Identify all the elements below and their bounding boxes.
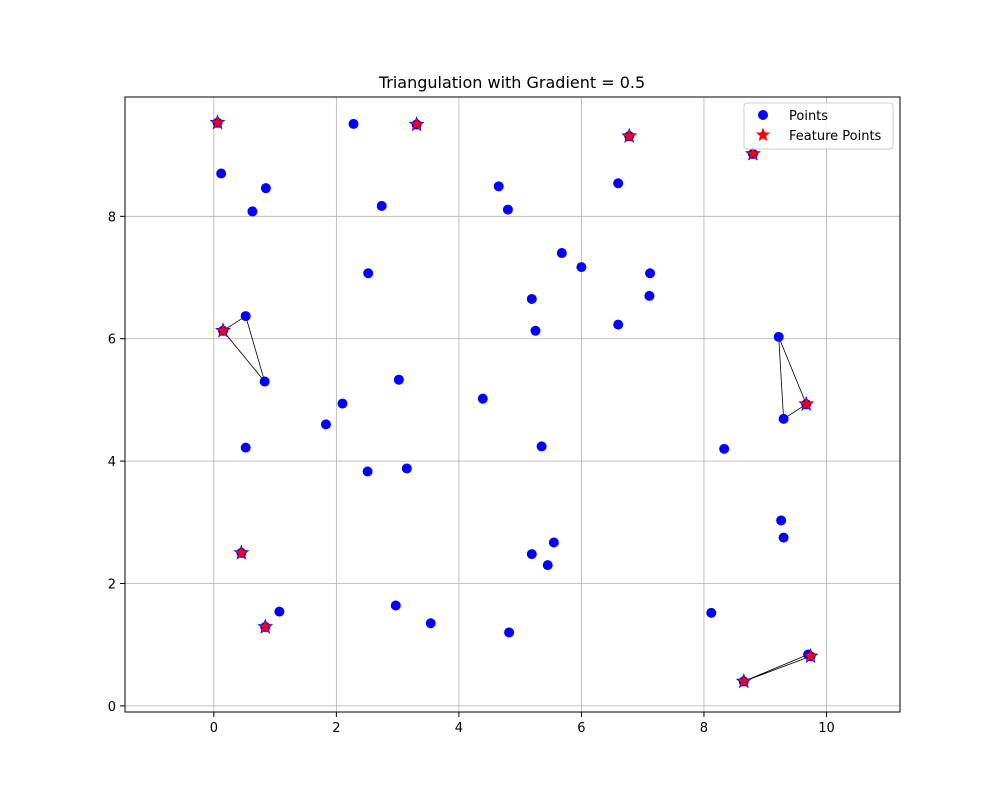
point-marker	[247, 206, 258, 217]
point-marker	[526, 293, 537, 304]
point-marker	[240, 311, 251, 322]
x-tick-label: 4	[455, 721, 463, 736]
point-marker	[425, 618, 436, 629]
point-marker	[240, 442, 251, 453]
legend-box	[743, 102, 894, 150]
point-marker	[778, 413, 789, 424]
point-marker	[337, 398, 348, 409]
x-tick-label: 6	[577, 721, 585, 736]
x-tick-label: 2	[332, 721, 340, 736]
feature-point-marker	[802, 647, 819, 664]
point-marker	[536, 441, 547, 452]
legend: Points Feature Points	[743, 102, 894, 150]
point-marker	[526, 549, 537, 560]
point-marker	[719, 443, 730, 454]
point-marker	[393, 374, 404, 385]
y-tick-label: 8	[108, 210, 116, 225]
point-marker	[548, 537, 559, 548]
y-tick-label: 2	[108, 577, 116, 592]
chart-title: Triangulation with Gradient = 0.5	[378, 73, 645, 92]
point-marker	[645, 268, 656, 279]
y-axis: 0 2 4 6 8	[108, 210, 125, 715]
x-tick-label: 10	[818, 721, 835, 736]
point-marker	[502, 204, 513, 215]
triangle-edge	[222, 315, 266, 382]
point-marker	[477, 393, 488, 404]
point-marker	[644, 290, 655, 301]
point-marker	[613, 178, 624, 189]
y-tick-label: 0	[108, 700, 116, 715]
grid-lines	[125, 97, 900, 712]
legend-feature-points-marker	[755, 127, 771, 142]
point-marker	[376, 200, 387, 211]
feature-point-marker	[621, 127, 638, 143]
feature-point-marker	[745, 145, 761, 161]
feature-point-marker	[233, 544, 250, 560]
y-tick-label: 4	[108, 455, 116, 470]
point-marker	[576, 262, 587, 273]
plot-area-frame	[124, 96, 901, 713]
legend-label-feature-points: Feature Points	[789, 129, 882, 144]
point-marker	[401, 463, 412, 474]
point-marker	[542, 560, 553, 571]
point-marker	[320, 419, 331, 430]
feature-point-marker	[735, 673, 752, 689]
point-marker	[216, 168, 227, 179]
x-axis: 0 2 4 6 8 10	[210, 712, 835, 736]
point-marker	[530, 325, 541, 336]
point-marker	[259, 376, 270, 387]
point-marker	[773, 331, 784, 342]
triangle-edge	[778, 336, 807, 420]
point-marker	[493, 181, 504, 192]
feature-point-marker	[209, 114, 226, 130]
point-marker	[348, 118, 359, 129]
point-marker	[274, 606, 285, 617]
feature-point-marker	[798, 395, 815, 411]
point-marker	[390, 600, 401, 611]
point-marker	[613, 319, 624, 330]
feature-point-marker	[257, 618, 274, 634]
point-marker	[363, 268, 374, 279]
point-marker	[362, 466, 373, 477]
point-marker	[260, 183, 271, 194]
y-tick-label: 6	[108, 333, 116, 348]
point-marker	[504, 627, 515, 638]
x-tick-label: 8	[700, 721, 708, 736]
point-marker	[556, 248, 567, 259]
feature-point-marker	[215, 322, 231, 338]
feature-points-series	[209, 114, 819, 689]
legend-label-points: Points	[789, 109, 828, 124]
legend-points-marker	[758, 110, 768, 120]
x-tick-label: 0	[210, 721, 218, 736]
feature-point-marker	[408, 116, 425, 132]
point-marker	[778, 532, 789, 543]
point-marker	[706, 607, 717, 618]
point-marker	[776, 515, 787, 526]
